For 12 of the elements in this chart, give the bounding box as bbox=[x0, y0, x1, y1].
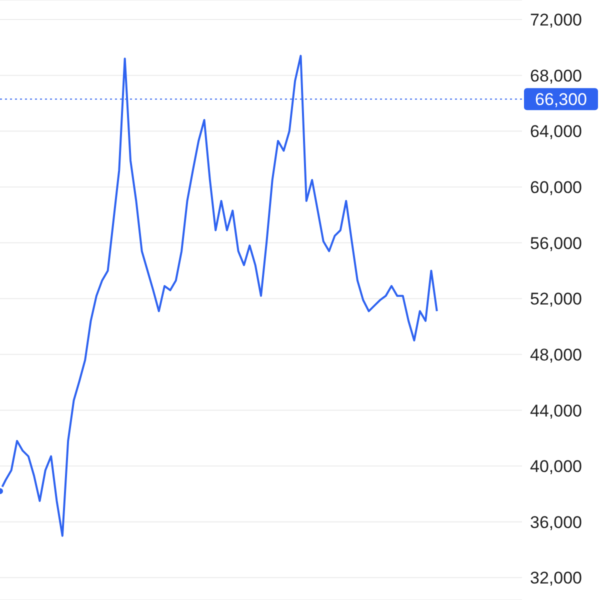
y-tick-label: 44,000 bbox=[530, 401, 582, 420]
y-tick-label: 32,000 bbox=[530, 568, 582, 588]
y-tick-label: 72,000 bbox=[530, 10, 582, 30]
y-tick-label: 68,000 bbox=[530, 66, 582, 86]
y-tick-label: 48,000 bbox=[530, 345, 582, 364]
y-tick-label: 36,000 bbox=[530, 512, 582, 532]
y-tick-label: 52,000 bbox=[530, 290, 582, 309]
y-tick-label: 64,000 bbox=[530, 122, 582, 142]
y-tick-label: 56,000 bbox=[530, 234, 582, 253]
y-tick-label: 60,000 bbox=[530, 178, 582, 198]
ref-line-label: 66,300 bbox=[535, 90, 587, 110]
y-tick-label: 40,000 bbox=[530, 457, 582, 476]
